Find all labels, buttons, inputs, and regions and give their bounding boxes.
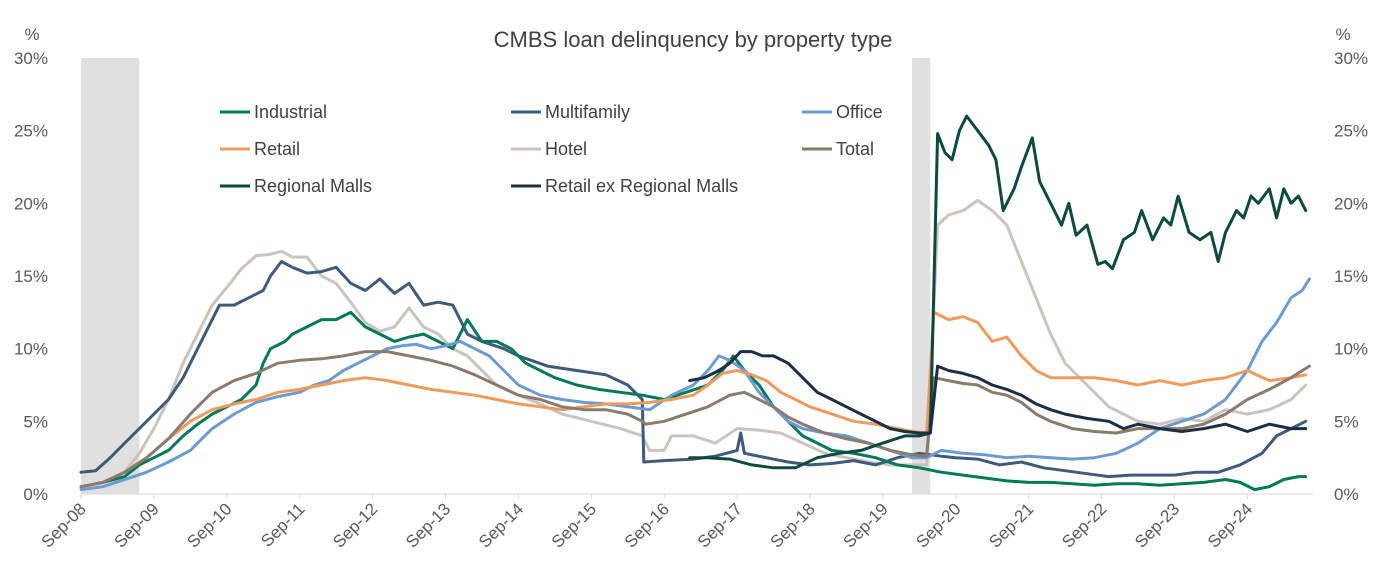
recession-band-1 (81, 58, 140, 494)
y-tick-left: 0% (23, 485, 48, 504)
y-tick-right: 25% (1334, 122, 1368, 141)
series-line-total (79, 350, 1311, 489)
x-tick-label: Sep-21 (985, 499, 1037, 551)
x-tick-label: Sep-19 (840, 499, 892, 551)
y-tick-right: 0% (1334, 485, 1359, 504)
x-tick-label: Sep-12 (329, 499, 381, 551)
legend-label-hotel: Hotel (545, 139, 587, 159)
x-tick-label: Sep-20 (912, 499, 964, 551)
x-tick-label: Sep-17 (694, 499, 746, 551)
y-tick-left: 15% (14, 267, 48, 286)
series-line-retail (79, 310, 1308, 489)
x-tick-label: Sep-09 (111, 499, 163, 551)
y-axis-unit-left: % (24, 25, 39, 44)
y-tick-right: 10% (1334, 340, 1368, 359)
x-tick-label: Sep-11 (257, 499, 308, 550)
x-tick-label: Sep-18 (767, 499, 819, 551)
series-line-regional-malls (688, 114, 1308, 470)
y-tick-left: 25% (14, 122, 48, 141)
x-tick-label: Sep-10 (183, 499, 235, 551)
y-tick-left: 10% (14, 340, 48, 359)
y-tick-right: 20% (1334, 194, 1368, 213)
legend-label-industrial: Industrial (254, 102, 327, 122)
recession-band-2 (912, 58, 931, 494)
y-axis-unit-right: % (1335, 25, 1350, 44)
legend-label-regional-malls: Regional Malls (254, 176, 372, 196)
legend-label-retail-ex-regional-malls: Retail ex Regional Malls (545, 176, 738, 196)
x-tick-label: Sep-16 (621, 499, 673, 551)
y-tick-right: 5% (1334, 412, 1359, 431)
series-line-multifamily (79, 260, 1308, 479)
y-tick-left: 5% (23, 412, 48, 431)
y-tick-left: 20% (14, 194, 48, 213)
x-tick-label: Sep-08 (38, 499, 90, 551)
x-tick-label: Sep-15 (548, 499, 600, 551)
legend-label-office: Office (836, 102, 883, 122)
chart-title: CMBS loan delinquency by property type (494, 27, 893, 52)
y-tick-right: 30% (1334, 49, 1368, 68)
x-tick-label: Sep-23 (1131, 499, 1183, 551)
legend-label-total: Total (836, 139, 874, 159)
y-tick-right: 15% (1334, 267, 1368, 286)
x-tick-label: Sep-14 (475, 499, 527, 551)
x-tick-label: Sep-24 (1204, 499, 1256, 551)
series-line-retail-ex-regional-malls (688, 350, 1308, 435)
x-tick-label: Sep-13 (402, 499, 454, 551)
legend-label-multifamily: Multifamily (545, 102, 630, 122)
y-tick-left: 30% (14, 49, 48, 68)
x-tick-label: Sep-22 (1058, 499, 1110, 551)
series-line-industrial (79, 310, 1308, 492)
legend-label-retail: Retail (254, 139, 300, 159)
